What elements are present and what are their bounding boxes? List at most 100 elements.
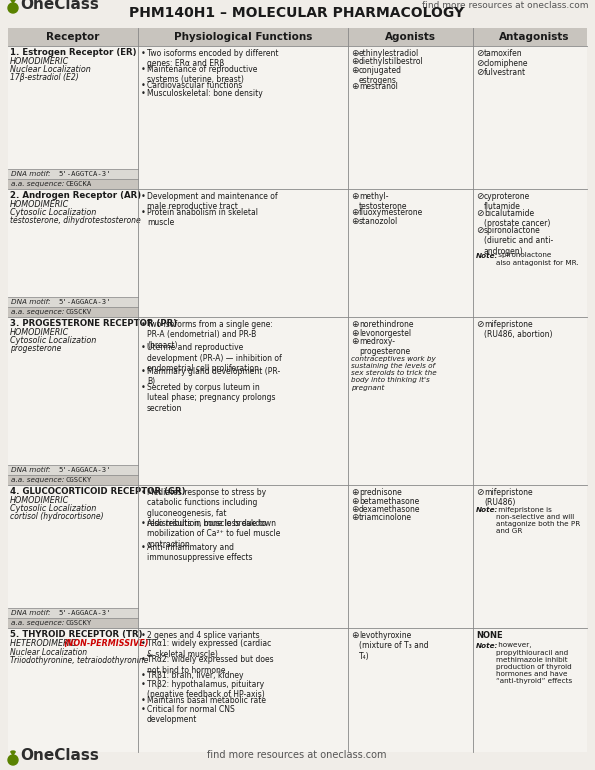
Text: OneClass: OneClass: [20, 748, 99, 763]
Text: •: •: [141, 192, 146, 201]
Text: triamcinolone: triamcinolone: [359, 514, 412, 523]
Text: •: •: [141, 65, 146, 74]
Text: Cytosolic Localization: Cytosolic Localization: [10, 504, 96, 513]
Text: •: •: [141, 383, 146, 392]
Text: HOMODIMERIC: HOMODIMERIC: [10, 496, 69, 505]
Text: ⊘: ⊘: [476, 68, 484, 77]
Text: Note:: Note:: [476, 642, 499, 648]
Text: ⊕: ⊕: [351, 497, 359, 505]
Text: Note:: Note:: [476, 253, 499, 259]
Text: Nuclear Localization: Nuclear Localization: [10, 648, 87, 657]
Text: progesterone: progesterone: [10, 344, 61, 353]
Text: find more resources at oneclass.com: find more resources at oneclass.com: [207, 750, 387, 760]
Text: TRα1: widely expressed (cardiac
& skeletal muscle): TRα1: widely expressed (cardiac & skelet…: [147, 640, 271, 659]
Text: fluoxymesterone: fluoxymesterone: [359, 208, 423, 217]
Bar: [8, 608, 138, 618]
Text: conjugated
estrogens: conjugated estrogens: [359, 66, 402, 85]
Text: clomiphene: clomiphene: [484, 59, 528, 68]
Wedge shape: [11, 751, 15, 755]
Text: fulvestrant: fulvestrant: [484, 68, 526, 77]
Text: ⊘: ⊘: [476, 59, 484, 68]
Text: HOMODIMERIC: HOMODIMERIC: [10, 200, 69, 209]
Text: mifepristone
(RU486): mifepristone (RU486): [484, 488, 533, 507]
Text: Triiodothyronine, tetraiodothyronine: Triiodothyronine, tetraiodothyronine: [10, 656, 149, 665]
Text: HOMODIMERIC: HOMODIMERIC: [10, 57, 69, 66]
Text: •: •: [141, 543, 146, 551]
Text: Two isoforms encoded by different
genes: ERα and ERβ: Two isoforms encoded by different genes:…: [147, 49, 278, 69]
Text: 3. PROGESTERONE RECEPTOR (PR): 3. PROGESTERONE RECEPTOR (PR): [10, 319, 177, 328]
Text: betamethasone: betamethasone: [359, 497, 419, 505]
Text: 4. GLUCOCORTICOID RECEPTOR (GR): 4. GLUCOCORTICOID RECEPTOR (GR): [10, 487, 186, 496]
Text: •: •: [141, 705, 146, 714]
Text: •: •: [141, 640, 146, 648]
Text: levonorgestel: levonorgestel: [359, 329, 411, 337]
Text: dexamethasone: dexamethasone: [359, 505, 421, 514]
Text: cortisol (hydrocortisone): cortisol (hydrocortisone): [10, 512, 104, 521]
Text: Note:: Note:: [476, 507, 499, 513]
Text: bicalutamide
(prostate cancer): bicalutamide (prostate cancer): [484, 209, 550, 229]
Text: Secreted by corpus luteum in
luteal phase; pregnancy prolongs
secretion: Secreted by corpus luteum in luteal phas…: [147, 383, 275, 413]
Text: DNA motif:: DNA motif:: [11, 610, 51, 616]
Bar: [8, 307, 138, 317]
Text: ⊕: ⊕: [351, 337, 359, 346]
Bar: [8, 465, 138, 475]
Text: stanozolol: stanozolol: [359, 216, 398, 226]
Text: ⊕: ⊕: [351, 66, 359, 75]
Text: Mammary gland development (PR-
B): Mammary gland development (PR- B): [147, 367, 280, 387]
Text: CGSCKY: CGSCKY: [66, 477, 92, 483]
Text: •: •: [141, 49, 146, 58]
Text: 2 genes and 4 splice variants: 2 genes and 4 splice variants: [147, 631, 259, 640]
Text: Cytosolic Localization: Cytosolic Localization: [10, 336, 96, 345]
Text: 2. Androgen Receptor (AR): 2. Androgen Receptor (AR): [10, 191, 141, 200]
Bar: [8, 179, 138, 189]
Text: 1. Estrogen Receptor (ER): 1. Estrogen Receptor (ER): [10, 48, 136, 57]
Text: Receptor: Receptor: [46, 32, 100, 42]
Text: ⊘: ⊘: [476, 192, 484, 201]
Text: Cytosolic Localization: Cytosolic Localization: [10, 208, 96, 217]
Bar: [8, 618, 138, 628]
Text: mestranol: mestranol: [359, 82, 398, 91]
Text: CGSCKY: CGSCKY: [66, 620, 92, 626]
Text: Cardiovascular functions: Cardiovascular functions: [147, 81, 242, 90]
Text: Two isoforms from a single gene:
PR-A (endometrial) and PR-B
(breast): Two isoforms from a single gene: PR-A (e…: [147, 320, 273, 350]
Bar: [8, 475, 138, 485]
Text: mifepristone
(RU486, abortion): mifepristone (RU486, abortion): [484, 320, 553, 340]
Text: find more resources at oneclass.com: find more resources at oneclass.com: [421, 1, 588, 10]
Text: •: •: [141, 81, 146, 90]
Bar: [8, 28, 587, 46]
Text: Critical for normal CNS
development: Critical for normal CNS development: [147, 705, 235, 724]
Text: HETERODIMERIC: HETERODIMERIC: [10, 639, 79, 648]
Wedge shape: [11, 0, 15, 3]
Text: ⊕: ⊕: [351, 488, 359, 497]
Text: •: •: [141, 367, 146, 376]
Text: a.a. sequence:: a.a. sequence:: [11, 477, 64, 483]
Text: •: •: [141, 320, 146, 329]
Text: Musculoskeletal: bone density: Musculoskeletal: bone density: [147, 89, 263, 99]
Text: •: •: [141, 631, 146, 640]
Text: Antagonists: Antagonists: [499, 32, 569, 42]
Circle shape: [8, 3, 18, 13]
Text: TRβ2: hypothalamus, pituitary
(negative feedback of HP-axis): TRβ2: hypothalamus, pituitary (negative …: [147, 680, 265, 699]
Text: HOMODIMERIC: HOMODIMERIC: [10, 328, 69, 337]
Text: Nuclear Localization: Nuclear Localization: [10, 65, 91, 74]
Text: •: •: [141, 655, 146, 665]
Bar: [8, 297, 138, 307]
Text: methyl-
testosterone: methyl- testosterone: [359, 192, 408, 212]
Text: ⊕: ⊕: [351, 208, 359, 217]
Text: •: •: [141, 680, 146, 689]
Text: TRα2: widely expressed but does
not bind to hormone: TRα2: widely expressed but does not bind…: [147, 655, 274, 675]
Text: •: •: [141, 696, 146, 705]
Text: •: •: [141, 343, 146, 353]
Text: levothyroxine
(mixture of T₃ and
T₄): levothyroxine (mixture of T₃ and T₄): [359, 631, 428, 661]
Text: ⊕: ⊕: [351, 631, 359, 640]
Text: mifepristone is
non-selective and will
antagonize both the PR
and GR: mifepristone is non-selective and will a…: [496, 507, 580, 534]
Text: spironolactone
(diuretic and anti-
androgen): spironolactone (diuretic and anti- andro…: [484, 226, 553, 256]
Text: ⊕: ⊕: [351, 320, 359, 329]
Text: testosterone, dihydrotestosterone: testosterone, dihydrotestosterone: [10, 216, 141, 225]
Text: 5'-AGGACA-3': 5'-AGGACA-3': [58, 467, 111, 473]
Text: ⊕: ⊕: [351, 192, 359, 201]
Text: ⊘: ⊘: [476, 320, 484, 329]
Text: DNA motif:: DNA motif:: [11, 171, 51, 177]
Text: Protein anabolism in skeletal
muscle: Protein anabolism in skeletal muscle: [147, 208, 258, 227]
Text: ⊕: ⊕: [351, 514, 359, 523]
